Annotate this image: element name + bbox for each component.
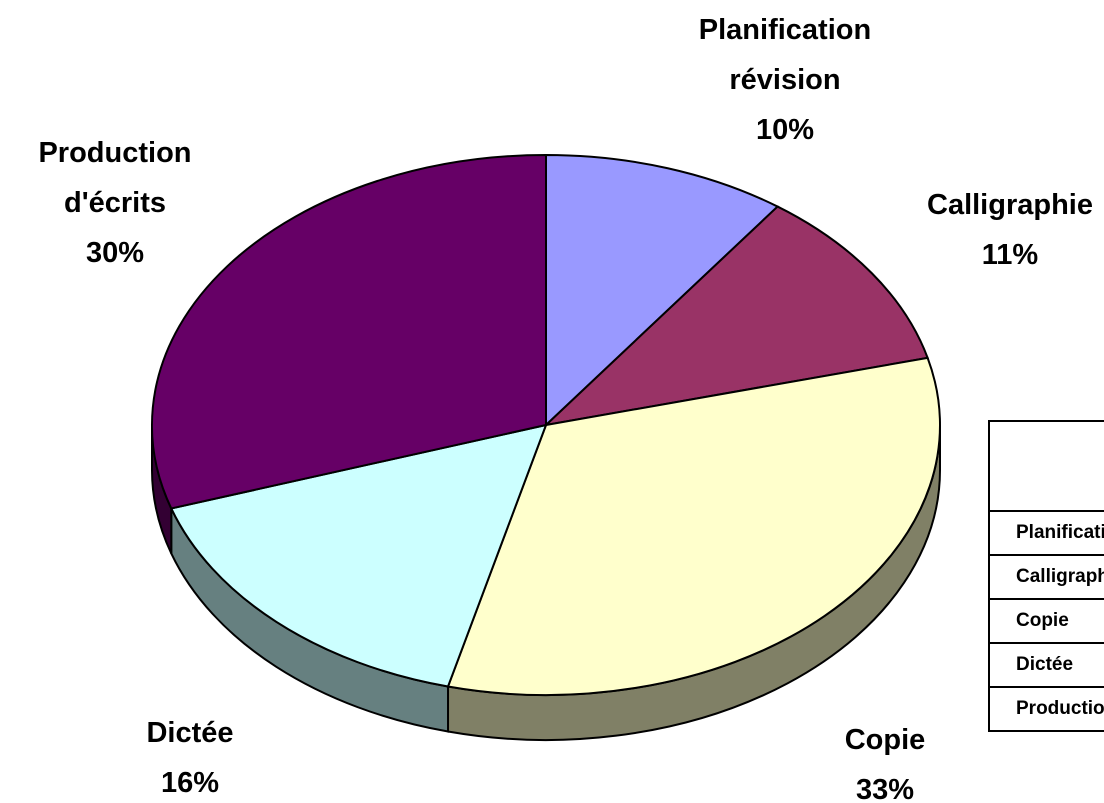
slice-label: Dictée 16% [90,708,290,803]
table-cell: Production d'écrits [988,686,1104,732]
slice [169,423,548,688]
header-cell [988,420,1104,512]
table-cell: Calligraphie [988,554,1104,600]
table-cell: Copie [988,598,1104,644]
table-cell: Planification révision [988,510,1104,556]
category-name: Copie [844,724,926,756]
table-row: Production d'écrits [988,686,1104,732]
table-row: Dictée [988,642,1104,688]
table-cell: Dictée [988,642,1104,688]
slice [542,205,929,427]
value-label: 16% [160,767,220,799]
category-name: Calligraphie [927,189,1093,221]
slice [545,153,780,428]
category-name: Production d'écrits [38,137,192,219]
slice-label: Planification révision 10% [660,5,910,155]
table-row: Copie [988,598,1104,644]
slice-label: Calligraphie 11% [860,180,1104,280]
value-label: 30% [85,237,145,269]
slice [446,356,941,696]
value-label: 10% [755,114,815,146]
table-row: Calligraphie [988,554,1104,600]
category-name: Dictée [146,717,234,749]
table-row: Planification révision [988,510,1104,556]
slice-label: Production d'écrits 30% [5,128,225,278]
value-label: 33% [855,774,915,803]
slice [151,153,547,510]
slice-label: Copie 33% [785,715,985,803]
category-name: Planification révision [698,14,872,96]
data-table: Planification révisionCalligraphieCopieD… [988,420,1104,732]
value-label: 11% [981,239,1039,271]
table-header [988,420,1104,512]
